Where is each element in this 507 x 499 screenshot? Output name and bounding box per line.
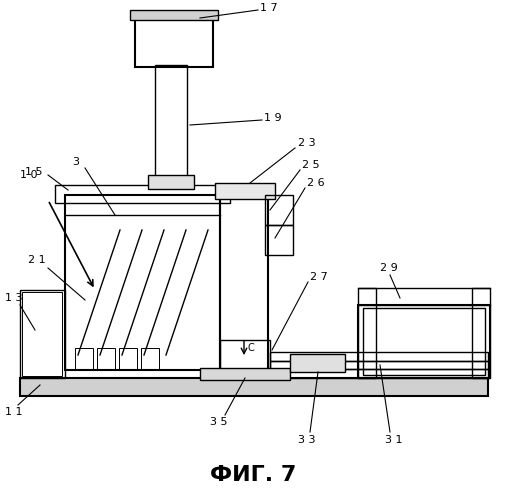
- Bar: [119, 348, 137, 370]
- Bar: [270, 361, 488, 369]
- Text: 2 5: 2 5: [302, 160, 319, 170]
- Bar: [220, 340, 270, 378]
- Bar: [148, 175, 194, 189]
- Bar: [358, 305, 490, 378]
- Text: 1 0: 1 0: [20, 170, 38, 180]
- Bar: [270, 352, 488, 361]
- Bar: [363, 308, 485, 375]
- Text: 3 3: 3 3: [298, 435, 315, 445]
- Text: 2 3: 2 3: [298, 138, 316, 148]
- Bar: [20, 290, 65, 378]
- Bar: [220, 195, 268, 375]
- Text: 3 1: 3 1: [385, 435, 403, 445]
- Text: 3 5: 3 5: [210, 417, 228, 427]
- Bar: [200, 368, 290, 380]
- Bar: [472, 288, 490, 378]
- Text: 2 1: 2 1: [28, 255, 46, 265]
- Text: 1 9: 1 9: [264, 113, 281, 123]
- Bar: [55, 185, 230, 203]
- Text: 2 7: 2 7: [310, 272, 328, 282]
- Bar: [290, 354, 345, 372]
- Text: 2 9: 2 9: [380, 263, 398, 273]
- Bar: [20, 378, 488, 396]
- Bar: [270, 369, 488, 378]
- Bar: [97, 348, 115, 370]
- Bar: [130, 10, 218, 20]
- Text: 1 7: 1 7: [260, 3, 278, 13]
- Text: 3: 3: [72, 157, 79, 167]
- Bar: [215, 183, 275, 199]
- Text: 1 5: 1 5: [25, 167, 43, 177]
- Bar: [155, 65, 187, 187]
- Bar: [65, 195, 220, 370]
- Bar: [135, 12, 213, 67]
- Text: ФИГ. 7: ФИГ. 7: [210, 465, 296, 485]
- Bar: [141, 348, 159, 370]
- Bar: [265, 225, 293, 255]
- Bar: [265, 195, 293, 225]
- Bar: [75, 348, 93, 370]
- Text: C: C: [248, 343, 255, 353]
- Text: 1 3: 1 3: [5, 293, 22, 303]
- Bar: [22, 292, 62, 376]
- Text: 2 6: 2 6: [307, 178, 324, 188]
- Bar: [358, 288, 376, 378]
- Text: 1 1: 1 1: [5, 407, 22, 417]
